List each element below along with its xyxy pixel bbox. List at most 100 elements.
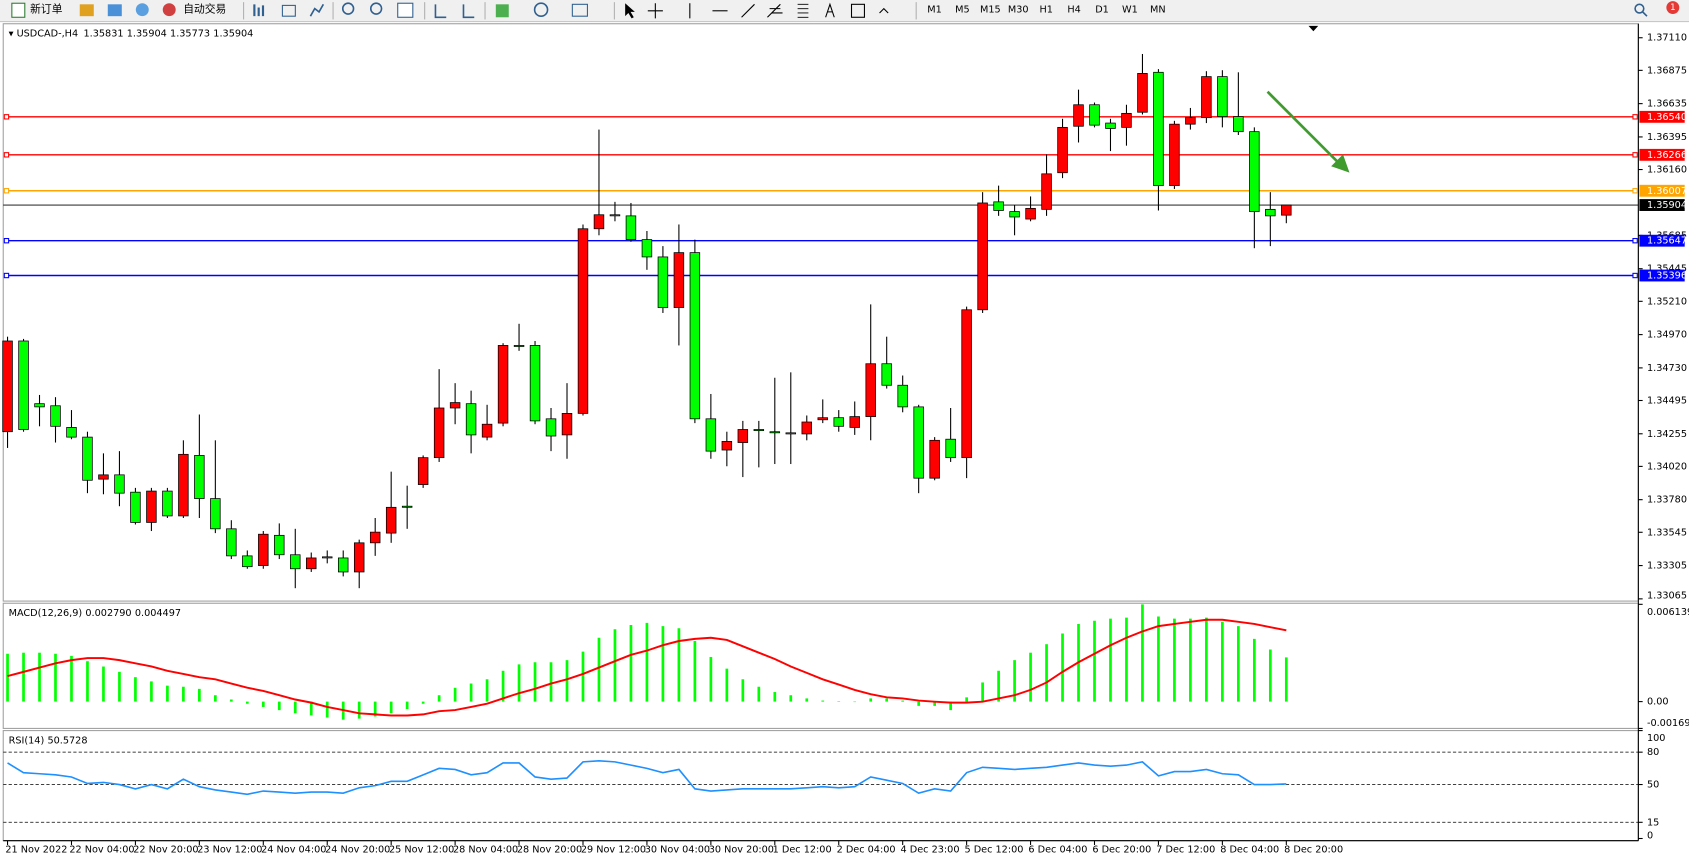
y-tick-label: 1.36395 (1647, 132, 1687, 143)
x-tick-label: 22 Nov 04:00 (69, 844, 134, 855)
label-button[interactable] (850, 3, 865, 18)
auto-trading-button[interactable]: 自动交易 (162, 3, 227, 17)
zoom-out-button[interactable] (369, 2, 383, 15)
candle-body (1265, 208, 1276, 217)
candle-body (1169, 123, 1180, 187)
rsi-header: RSI(14) 50.5728 (9, 735, 88, 746)
candle-body (1137, 73, 1148, 113)
line-chart-button[interactable] (309, 3, 325, 17)
y-tick-label: 1.34970 (1647, 330, 1687, 341)
candle-body (737, 429, 749, 443)
y-tick-label: 1.33545 (1647, 527, 1687, 538)
x-tick-label: 6 Dec 04:00 (1028, 844, 1087, 855)
crosshair-button[interactable] (647, 3, 663, 19)
y-tick-label: 15 (1647, 817, 1659, 828)
candle-body (625, 215, 637, 240)
macd-header: MACD(12,26,9) 0.002790 0.004497 (9, 608, 181, 619)
candle-body (497, 345, 509, 424)
x-tick-label: 24 Nov 20:00 (325, 844, 390, 855)
y-tick-label: 50 (1647, 780, 1659, 791)
channel-button[interactable] (767, 3, 783, 18)
candle-body (913, 406, 924, 479)
candle-body (369, 531, 381, 544)
macd-signal-line (7, 618, 1287, 717)
bar-chart-button[interactable] (253, 4, 265, 17)
timeframe-button[interactable]: W1 (1122, 5, 1138, 16)
level-handle (3, 237, 10, 244)
x-tick-label: 28 Nov 04:00 (453, 844, 518, 855)
new-order-button[interactable]: 新订单 (11, 2, 63, 18)
new-order-label: 新订单 (30, 3, 63, 16)
timeframe-button[interactable]: M30 (1008, 5, 1029, 16)
toolbar-icon[interactable] (135, 3, 149, 17)
y-tick-label: 0.006139 (1647, 607, 1689, 618)
search-button[interactable] (1634, 3, 1645, 14)
level-handle (1632, 237, 1638, 244)
y-tick-label: 0.00 (1647, 697, 1669, 708)
candle-body (306, 557, 317, 570)
new-order-icon (11, 2, 26, 18)
candle-body (242, 555, 253, 568)
candle-body (865, 363, 876, 417)
auto-trading-label: 自动交易 (183, 3, 226, 16)
candle-body (545, 418, 557, 437)
arrows-button[interactable] (879, 7, 889, 14)
timeframe-button[interactable]: D1 (1095, 5, 1109, 16)
y-tick-label: 1.34730 (1647, 363, 1687, 374)
y-tick-label: 100 (1647, 733, 1665, 744)
timeframe-button[interactable]: M1 (927, 5, 942, 16)
timeframe-button[interactable]: M5 (955, 5, 970, 16)
notification-badge[interactable] (1666, 1, 1680, 15)
timeframe-button[interactable]: H1 (1039, 5, 1052, 16)
timeframe-button[interactable]: H4 (1067, 5, 1080, 16)
candle-body (210, 498, 221, 530)
indicators-button[interactable] (495, 4, 509, 18)
cursor-button[interactable] (625, 3, 635, 19)
candle-body (194, 455, 205, 499)
toolbar-icon[interactable] (107, 4, 122, 17)
level-label: 1.36540 (1647, 112, 1687, 123)
candle-body (577, 228, 589, 414)
templates-button[interactable] (571, 3, 588, 17)
candle-body (322, 556, 333, 559)
y-tick-label: 1.37110 (1647, 33, 1687, 44)
candle-body (417, 457, 429, 485)
rsi-line (7, 759, 1287, 796)
shift-button[interactable] (462, 4, 475, 19)
level-label-bg (1639, 148, 1685, 161)
x-tick-label: 24 Nov 04:00 (261, 844, 326, 855)
candle-chart-button[interactable] (281, 4, 296, 17)
rsi-title: RSI(14) (9, 735, 45, 746)
candle-body (2, 340, 13, 433)
timeframe-button[interactable]: M15 (980, 5, 1001, 16)
periods-button[interactable] (533, 2, 549, 17)
price-panel (2, 23, 1639, 602)
timeframe-bar: M1 M5 M15 M30 H1 H4 D1 W1 MN (927, 5, 1165, 16)
candle-body (481, 423, 493, 438)
candle-body (290, 554, 301, 570)
candle-body (561, 413, 573, 436)
candle-body (1041, 173, 1052, 210)
search-button-handle (1642, 11, 1648, 17)
candle-body (1185, 117, 1196, 125)
candle-body (18, 340, 29, 430)
candle-body (1217, 76, 1228, 117)
macd-main-readout: 0.002790 (85, 608, 131, 619)
candle-body (162, 490, 173, 517)
tile-button[interactable] (397, 2, 414, 18)
fibo-button[interactable] (797, 3, 809, 18)
y-tick-label: 0 (1647, 830, 1653, 841)
x-tick-label: 28 Nov 20:00 (517, 844, 582, 855)
y-tick-label: -0.001692 (1647, 718, 1689, 729)
candle-body (769, 431, 781, 434)
text-button[interactable] (825, 2, 835, 18)
candle-body (1089, 104, 1100, 126)
toolbar-icon[interactable] (79, 4, 94, 17)
bid-label-bg (1639, 199, 1685, 211)
zoom-in-button[interactable] (341, 2, 355, 15)
trendline-button[interactable] (741, 3, 755, 18)
candle-body (609, 214, 621, 217)
timeframe-button[interactable]: MN (1150, 5, 1166, 16)
scroll-button[interactable] (434, 4, 447, 19)
